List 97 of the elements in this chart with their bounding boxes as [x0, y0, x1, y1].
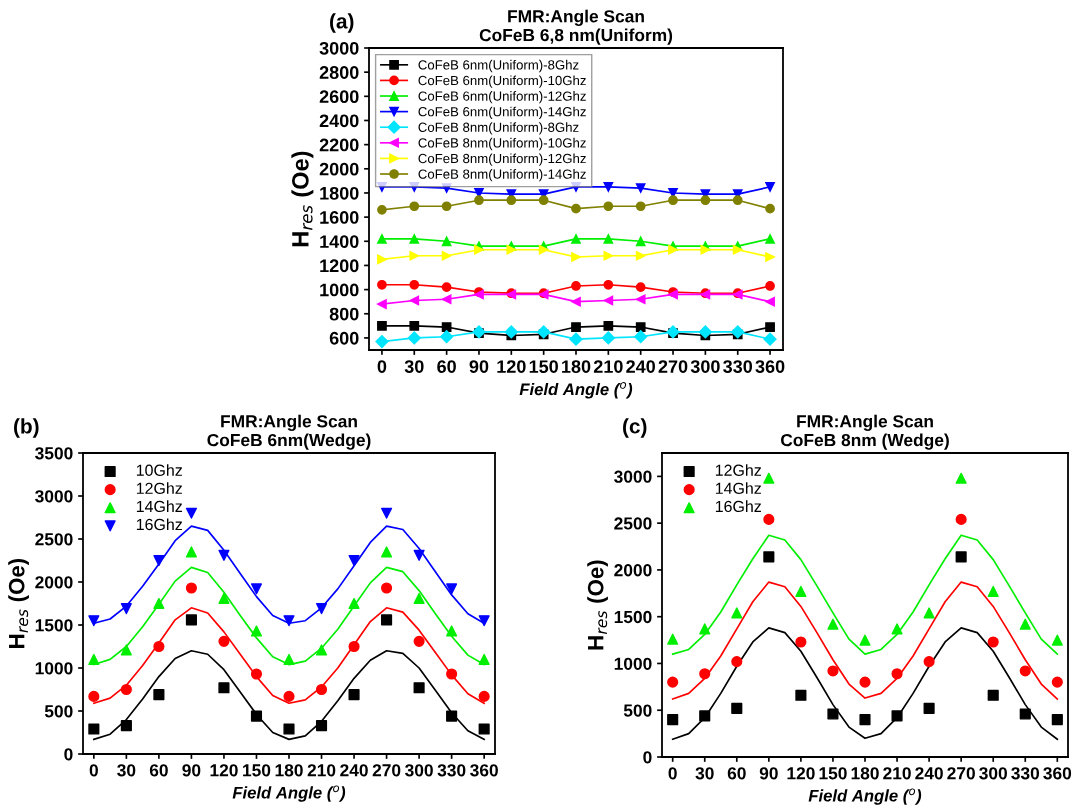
legend-label: CoFeB 8nm(Uniform)-8Ghz — [418, 122, 579, 135]
chart-title: FMR:Angle Scan — [221, 414, 357, 431]
x-tick-label: 30 — [117, 764, 136, 777]
legend-label: CoFeB 6nm(Uniform)-12Ghz — [418, 91, 586, 104]
y-tick-label: 2000 — [614, 564, 652, 577]
legend-label: CoFeB 8nm(Uniform)-12Ghz — [418, 153, 586, 166]
x-tick-label: 210 — [883, 767, 911, 780]
x-axis-title: Field Angle ($^{o}$) — [808, 788, 922, 805]
x-tick-label: 300 — [979, 767, 1007, 780]
chart-title: FMR:Angle Scan — [797, 414, 933, 431]
x-tick-label: 210 — [593, 360, 623, 373]
y-tick-label: 2400 — [319, 114, 359, 128]
x-tick-label: 150 — [243, 764, 271, 777]
x-tick-label: 150 — [819, 767, 847, 780]
text: (a) — [330, 13, 354, 33]
y-tick-label: 2800 — [319, 66, 359, 79]
x-tick-label: 90 — [759, 767, 778, 780]
y-tick-label: 2200 — [319, 138, 359, 152]
x-tick-label: 240 — [340, 764, 368, 777]
x-tick-label: 0 — [668, 767, 677, 780]
y-tick-label: 2000 — [35, 576, 73, 589]
y-tick-label: 1000 — [35, 662, 73, 675]
x-tick-label: 240 — [626, 360, 656, 373]
x-tick-label: 120 — [787, 767, 815, 780]
x-tick-label: 270 — [947, 767, 975, 780]
y-tick-label: 2600 — [319, 90, 359, 104]
x-tick-label: 330 — [723, 360, 753, 374]
x-tick-label: 90 — [182, 764, 201, 777]
x-tick-label: 120 — [497, 360, 526, 373]
x-tick-label: 60 — [727, 767, 746, 780]
legend-label: CoFeB 6nm(Uniform)-10Ghz — [418, 75, 586, 88]
y-tick-label: 3000 — [319, 41, 359, 55]
y-tick-label: 500 — [623, 704, 652, 717]
x-tick-label: 300 — [690, 360, 720, 374]
chart-title: FMR:Angle Scan — [508, 9, 644, 26]
legend-label: CoFeB 8nm(Uniform)-14Ghz — [418, 169, 586, 182]
y-axis-title: H$_{res}$ (Oe) — [291, 151, 314, 247]
x-tick-label: 180 — [562, 360, 591, 373]
legend-label: 12Ghz — [136, 482, 182, 494]
y-tick-label: 3000 — [614, 470, 652, 483]
chart-subtitle: CoFeB 6,8 nm(Uniform) — [479, 28, 673, 45]
y-tick-label: 1000 — [320, 283, 359, 297]
y-tick-label: 800 — [329, 307, 359, 321]
x-tick-label: 180 — [851, 767, 879, 780]
x-tick-label: 0 — [377, 360, 387, 373]
y-tick-label: 1600 — [320, 211, 359, 224]
x-tick-label: 330 — [437, 764, 466, 777]
y-tick-label: 1500 — [614, 610, 652, 624]
y-tick-label: 3500 — [35, 447, 73, 460]
y-tick-label: 1200 — [320, 259, 359, 273]
legend-label: CoFeB 8nm(Uniform)-10Ghz — [418, 137, 586, 151]
y-tick-label: 1000 — [614, 657, 652, 670]
x-tick-label: 30 — [404, 360, 424, 374]
y-tick-label: 1400 — [320, 235, 359, 248]
x-tick-label: 30 — [695, 767, 714, 780]
x-tick-label: 360 — [755, 360, 785, 374]
x-tick-label: 330 — [1011, 767, 1040, 780]
legend-label: 16Ghz — [715, 500, 761, 513]
y-tick-label: 1500 — [35, 619, 73, 632]
x-tick-label: 0 — [89, 764, 98, 777]
x-tick-label: 240 — [915, 767, 943, 780]
x-tick-label: 360 — [1043, 767, 1072, 780]
x-tick-label: 60 — [437, 360, 456, 373]
legend-label: 14Ghz — [136, 500, 182, 513]
y-axis-title: H$_{res}$ (Oe) — [587, 560, 608, 650]
legend-label: 14Ghz — [715, 482, 761, 494]
y-tick-label: 600 — [329, 331, 359, 345]
y-tick-label: 0 — [64, 748, 73, 761]
x-tick-label: 150 — [529, 360, 558, 373]
chart-subtitle: CoFeB 6nm(Wedge) — [207, 433, 371, 450]
legend-label: 10Ghz — [136, 464, 182, 476]
x-tick-label: 60 — [149, 764, 168, 777]
y-tick-label: 3000 — [35, 490, 73, 503]
text: (c) — [623, 418, 647, 438]
x-tick-label: 300 — [405, 764, 433, 777]
legend-label: 12Ghz — [715, 464, 761, 476]
y-axis-title: H$_{res}$ (Oe) — [8, 558, 29, 648]
y-tick-label: 2500 — [35, 533, 73, 546]
x-tick-label: 90 — [469, 360, 489, 373]
x-tick-label: 120 — [210, 764, 238, 777]
y-tick-label: 1800 — [320, 186, 359, 200]
x-axis-title: Field Angle ($^{o}$) — [519, 382, 633, 399]
x-tick-label: 360 — [470, 764, 498, 777]
legend-label: CoFeB 6nm(Uniform)-14Ghz — [418, 106, 586, 119]
y-tick-label: 2000 — [319, 162, 359, 176]
x-tick-label: 210 — [307, 764, 336, 777]
y-tick-label: 500 — [44, 705, 73, 718]
x-axis-title: Field Angle ($^{o}$) — [232, 785, 346, 802]
legend-label: 16Ghz — [136, 518, 182, 531]
x-tick-label: 180 — [275, 764, 303, 777]
x-tick-label: 270 — [372, 764, 401, 777]
legend-label: CoFeB 6nm(Uniform)-8Ghz — [418, 59, 579, 73]
chart-subtitle: CoFeB 8nm (Wedge) — [780, 433, 949, 450]
text: (b) — [14, 418, 39, 438]
y-tick-label: 0 — [643, 751, 652, 764]
y-tick-label: 2500 — [614, 517, 652, 530]
x-tick-label: 270 — [658, 360, 688, 373]
